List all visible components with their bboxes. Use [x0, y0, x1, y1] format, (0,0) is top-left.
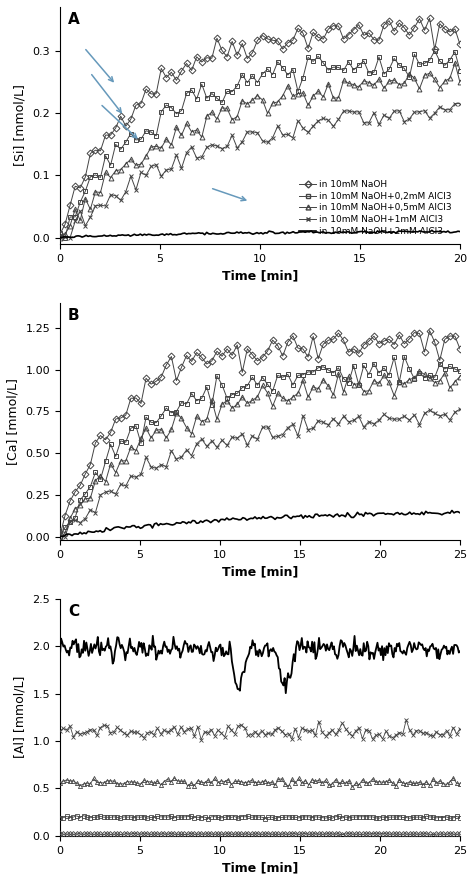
X-axis label: Time [min]: Time [min]	[222, 565, 298, 578]
Y-axis label: [Al] [mmol/L]: [Al] [mmol/L]	[14, 676, 27, 759]
Text: B: B	[68, 307, 80, 322]
Y-axis label: [Si] [mmol/L]: [Si] [mmol/L]	[14, 85, 27, 167]
X-axis label: Time [min]: Time [min]	[222, 270, 298, 282]
Legend: in 10mM NaOH, in 10mM NaOH+0,2mM AlCl3, in 10mM NaOH+0,5mM AlCl3, in 10mM NaOH+1: in 10mM NaOH, in 10mM NaOH+0,2mM AlCl3, …	[296, 176, 456, 240]
Text: A: A	[68, 11, 80, 26]
Text: C: C	[68, 603, 79, 618]
X-axis label: Time [min]: Time [min]	[222, 861, 298, 874]
Y-axis label: [Ca] [mmol/L]: [Ca] [mmol/L]	[7, 378, 20, 465]
